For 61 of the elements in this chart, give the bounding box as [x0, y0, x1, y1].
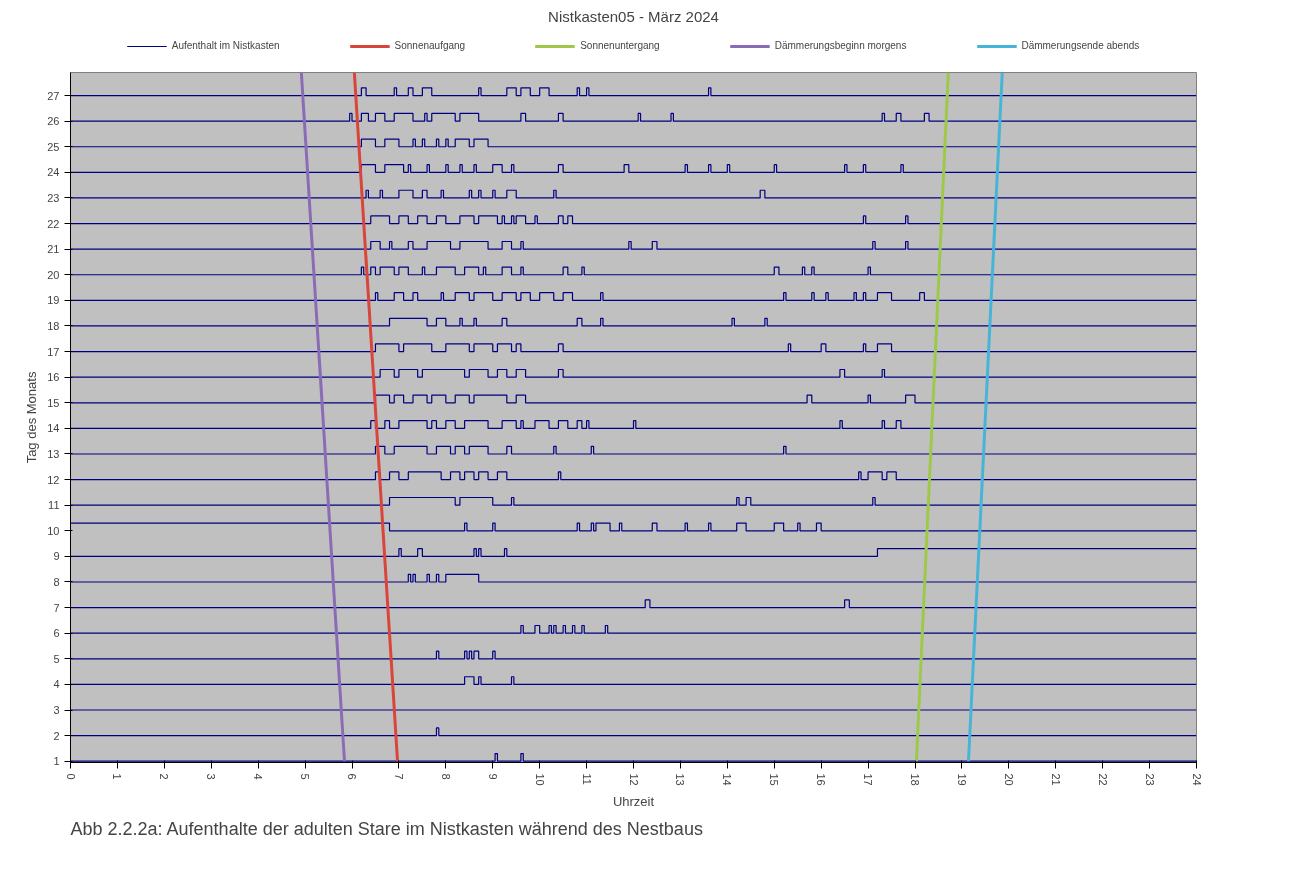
y-tick-label: 15 [47, 396, 60, 409]
legend-label: Dämmerungsbeginn morgens [774, 40, 907, 51]
y-tick-label: 21 [47, 243, 60, 256]
x-tick-label: 15 [768, 773, 781, 786]
y-tick-label: 10 [47, 524, 60, 537]
legend-label: Sonnenaufgang [394, 40, 466, 51]
x-tick-label: 8 [439, 773, 452, 780]
x-tick-label: 12 [627, 773, 640, 786]
x-tick-label: 3 [205, 773, 218, 780]
y-tick-label: 24 [47, 166, 60, 179]
x-tick-label: 2 [158, 773, 171, 780]
y-tick-label: 11 [48, 499, 60, 512]
y-tick-label: 12 [47, 473, 60, 486]
x-tick-label: 23 [1143, 773, 1156, 786]
x-tick-label: 13 [674, 773, 687, 786]
x-tick-label: 5 [299, 773, 312, 780]
y-tick-label: 22 [47, 217, 60, 230]
y-tick-label: 14 [47, 422, 60, 435]
x-tick-label: 24 [1190, 773, 1203, 786]
x-tick-label: 0 [64, 773, 77, 780]
x-tick-label: 19 [955, 773, 968, 786]
x-tick-label: 4 [252, 773, 265, 780]
y-tick-label: 6 [53, 627, 60, 640]
y-tick-label: 25 [47, 140, 60, 153]
x-tick-label: 20 [1002, 773, 1015, 786]
y-axis-title: Tag des Monats [24, 371, 40, 464]
chart-title: Nistkasten05 - März 2024 [548, 7, 719, 25]
x-tick-label: 18 [909, 773, 921, 786]
legend-label: Aufenthalt im Nistkasten [171, 40, 280, 51]
y-tick-label: 5 [53, 652, 60, 665]
y-tick-label: 26 [47, 115, 60, 128]
y-tick-label: 3 [53, 704, 60, 717]
x-tick-label: 21 [1049, 773, 1062, 786]
y-tick-label: 18 [47, 319, 60, 332]
y-tick-label: 1 [53, 755, 60, 768]
y-tick-label: 17 [47, 345, 60, 358]
x-tick-label: 7 [392, 773, 405, 780]
y-tick-label: 23 [47, 191, 60, 204]
x-tick-label: 22 [1096, 773, 1109, 786]
x-tick-label: 6 [346, 773, 358, 780]
y-tick-label: 4 [53, 678, 60, 691]
y-tick-label: 8 [53, 576, 60, 588]
legend-label: Dämmerungsende abends [1021, 40, 1140, 51]
y-tick-label: 16 [47, 371, 60, 384]
y-tick-label: 27 [47, 89, 60, 102]
legend-label: Sonnenuntergang [580, 40, 660, 51]
x-tick-label: 16 [815, 773, 828, 786]
x-axis-title: Uhrzeit [612, 793, 655, 809]
y-tick-label: 7 [53, 601, 60, 614]
x-tick-label: 10 [533, 773, 546, 786]
y-tick-label: 2 [53, 729, 60, 742]
caption: Abb 2.2.2a: Aufenthalte der adulten Stare im Nistkasten während des Nestbaus [70, 818, 703, 839]
x-tick-label: 11 [580, 773, 593, 785]
y-tick-label: 19 [47, 294, 60, 307]
y-tick-label: 20 [47, 268, 60, 281]
y-tick-label: 13 [47, 447, 60, 460]
y-tick-label: 9 [53, 550, 60, 563]
x-tick-label: 1 [111, 773, 124, 780]
x-tick-label: 17 [862, 773, 875, 786]
x-tick-label: 9 [486, 773, 499, 780]
x-tick-label: 14 [721, 773, 734, 786]
